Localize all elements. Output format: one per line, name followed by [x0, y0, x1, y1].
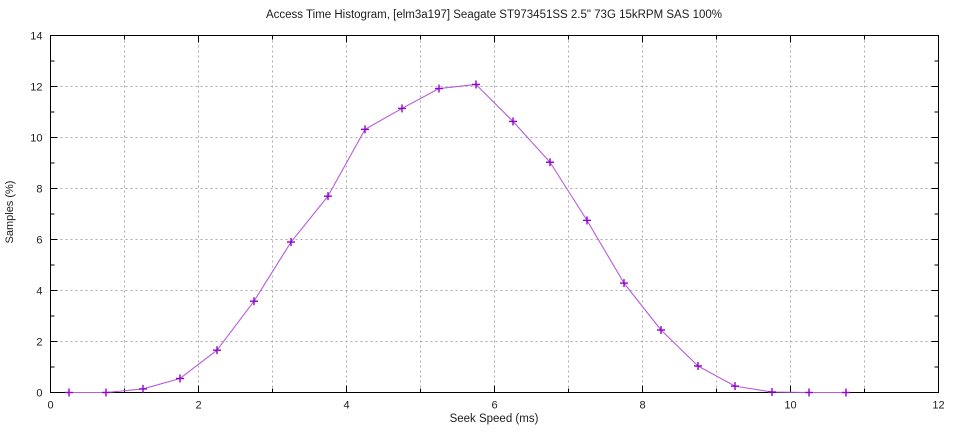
y-tick-label: 4: [36, 286, 42, 298]
x-tick-label: 2: [195, 400, 201, 412]
x-tick-label: 6: [491, 400, 497, 412]
x-tick-label: 8: [639, 400, 645, 412]
axes: [50, 35, 939, 393]
series-line: [69, 83, 846, 394]
y-tick-label: 10: [30, 133, 42, 145]
x-tick-label: 12: [932, 400, 944, 412]
chart-title: Access Time Histogram, [elm3a197] Seagat…: [265, 9, 722, 21]
y-tick-label: 12: [30, 82, 42, 94]
plot-border: [50, 35, 939, 393]
series-markers: [65, 80, 850, 397]
x-tick-label: 10: [784, 400, 796, 412]
y-tick-label: 6: [36, 235, 42, 247]
x-axis-label: Seek Speed (ms): [449, 413, 539, 425]
gridlines: [50, 35, 939, 393]
y-tick-label: 0: [36, 388, 42, 400]
y-axis-label: Samples (%): [4, 180, 16, 244]
x-tick-label: 4: [343, 400, 349, 412]
x-tick-label: 0: [47, 400, 53, 412]
y-tick-label: 14: [30, 31, 42, 43]
y-tick-label: 8: [36, 184, 42, 196]
y-tick-label: 2: [36, 337, 42, 349]
tick-labels: 0 2 4 6 8 10 12 0 2 4 6 8 10 12 14: [30, 31, 944, 412]
